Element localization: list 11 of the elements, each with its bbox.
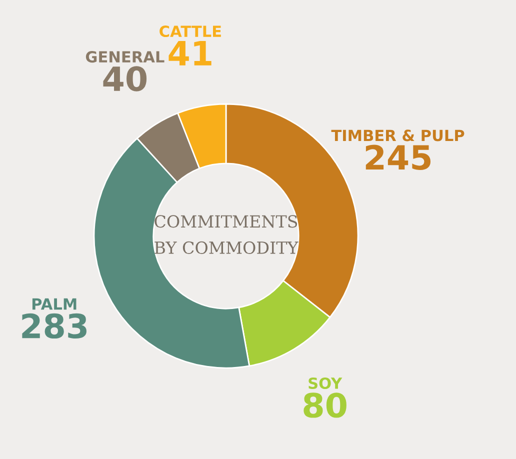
data-label: 40 (103, 66, 147, 92)
slice-label: TIMBER & PULP (331, 130, 464, 142)
slice-label: PALM (32, 298, 76, 310)
data-label: 245 (366, 144, 430, 170)
data-label: 80 (304, 392, 346, 418)
text: COMMITMENTS BY COMMODITY (154, 215, 298, 254)
slice-label: GENERAL (86, 51, 164, 63)
slice-label: SOY (308, 377, 342, 390)
data-label: 283 (22, 313, 86, 339)
slice-label: CATTLE (160, 26, 221, 38)
data-label: 41 (168, 41, 212, 66)
